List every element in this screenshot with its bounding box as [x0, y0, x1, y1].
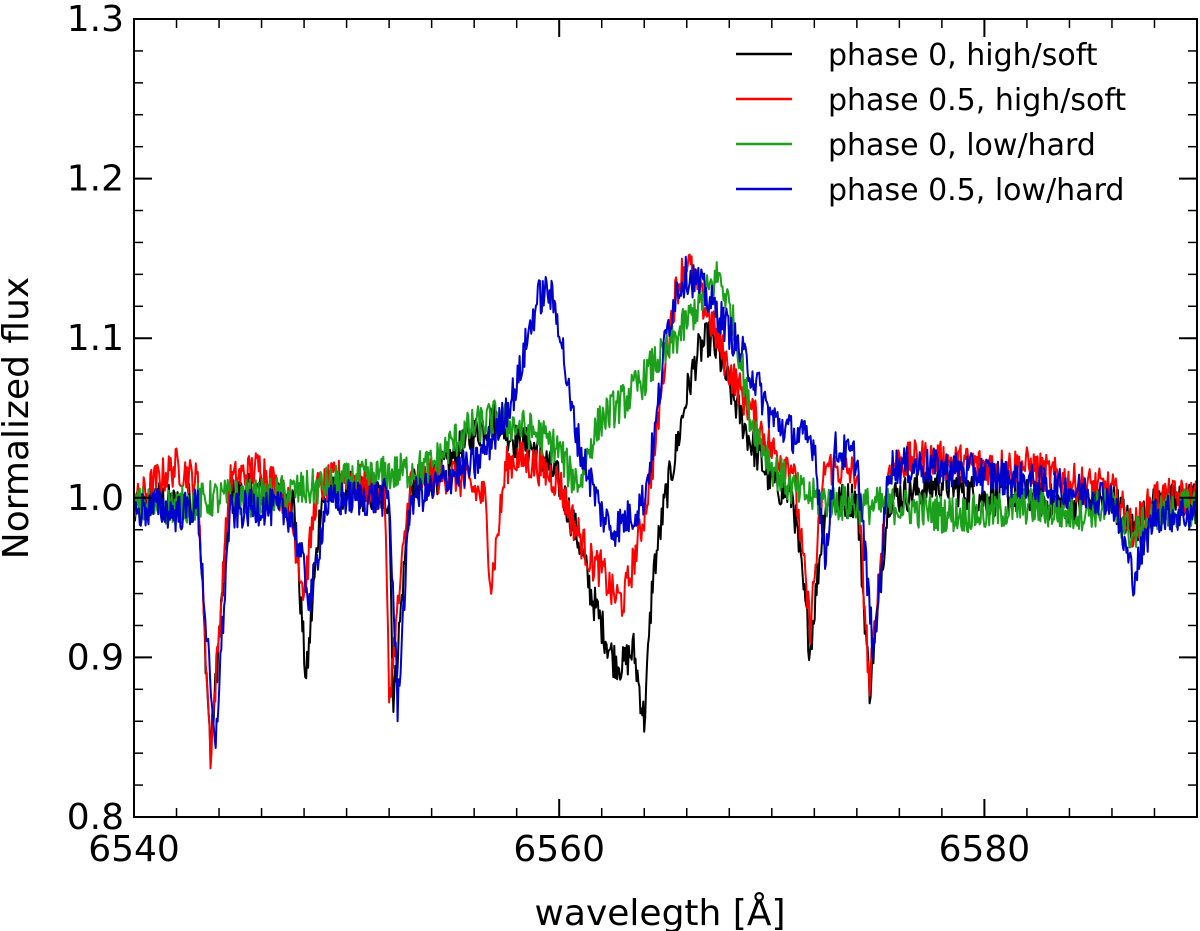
series-line-3: [134, 255, 1197, 749]
y-tick-label: 1.3: [67, 0, 124, 40]
plot-area: [134, 253, 1197, 770]
y-tick-label: 0.9: [67, 637, 124, 678]
axes: 6540 6560 6580 0.8 0.9 1.0 1.1 1.2 1.3: [67, 0, 1198, 870]
y-tick-label: 1.0: [67, 478, 124, 519]
series-line-2: [134, 261, 1197, 549]
x-tick-label: 6560: [513, 829, 605, 870]
legend: phase 0, high/soft phase 0.5, high/soft ph…: [736, 38, 1126, 208]
x-tick-label: 6540: [88, 829, 180, 870]
y-axis-title: Normalized flux: [0, 277, 37, 559]
legend-label-3: phase 0.5, low/hard: [828, 173, 1124, 208]
legend-label-1: phase 0.5, high/soft: [828, 83, 1126, 118]
x-axis-title: waveleg​th [Å]: [534, 891, 785, 931]
y-tick-label: 1.2: [67, 159, 124, 200]
plot-frame: [133, 18, 1198, 818]
legend-label-0: phase 0, high/soft: [828, 38, 1098, 73]
y-tick-label: 1.1: [67, 318, 124, 359]
y-tick-label: 0.8: [67, 797, 124, 838]
legend-label-2: phase 0, low/hard: [828, 128, 1096, 163]
series-line-0: [134, 321, 1197, 763]
x-tick-label: 6580: [939, 829, 1031, 870]
